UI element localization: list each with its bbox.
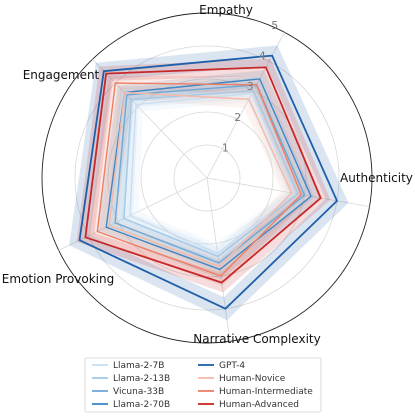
tick-label: 1 [222,141,229,154]
tick-label: 2 [234,111,241,124]
series-line [96,82,302,277]
series-line [129,92,296,254]
grid-circle [41,12,373,344]
grid-spoke [206,177,231,342]
axis-label: Authenticity [340,171,413,185]
grid-circle [173,144,241,212]
legend-label: Human-Intermediate [219,387,313,397]
grid-circle [140,111,274,245]
axis-label: Narrative Complexity [193,332,320,346]
legend-label: Llama-2-70B [113,400,170,410]
grid-spoke [92,59,208,179]
radar-grid [41,12,373,344]
axis-label: Emotion Provoking [2,272,114,286]
series-line [108,91,293,267]
legend-box [84,357,322,413]
grid-spoke [58,177,208,251]
legend-label: Human-Advanced [219,400,299,410]
series-band [76,58,331,293]
legend: Llama-2-7B Llama-2-13B Vicuna-33B Llama-2-7… [84,357,322,413]
grid-spoke [206,177,370,208]
axis-labels: 1 2 3 4 5 Authenticity Empathy Engagement Emotio… [2,3,413,346]
tick-label: 4 [259,50,266,63]
legend-label: Llama-2-7B [113,361,164,371]
grid-circle [74,45,340,311]
legend-label: Human-Novice [219,374,286,384]
series-lines [78,54,338,310]
series-line [123,89,299,258]
series-band [69,45,349,321]
legend-label: Llama-2-13B [113,374,170,384]
grid-spoke [206,32,285,179]
tick-label: 5 [271,19,278,32]
axis-label: Engagement [23,68,100,82]
tick-label: 3 [247,80,254,93]
axis-label: Empathy [199,3,253,17]
legend-label: GPT-4 [219,361,245,371]
series-line [84,66,322,284]
series-band [121,84,305,263]
series-line [78,54,338,310]
series-band [100,85,302,277]
legend-label: Vicuna-33B [113,387,164,397]
series-line [105,78,312,271]
